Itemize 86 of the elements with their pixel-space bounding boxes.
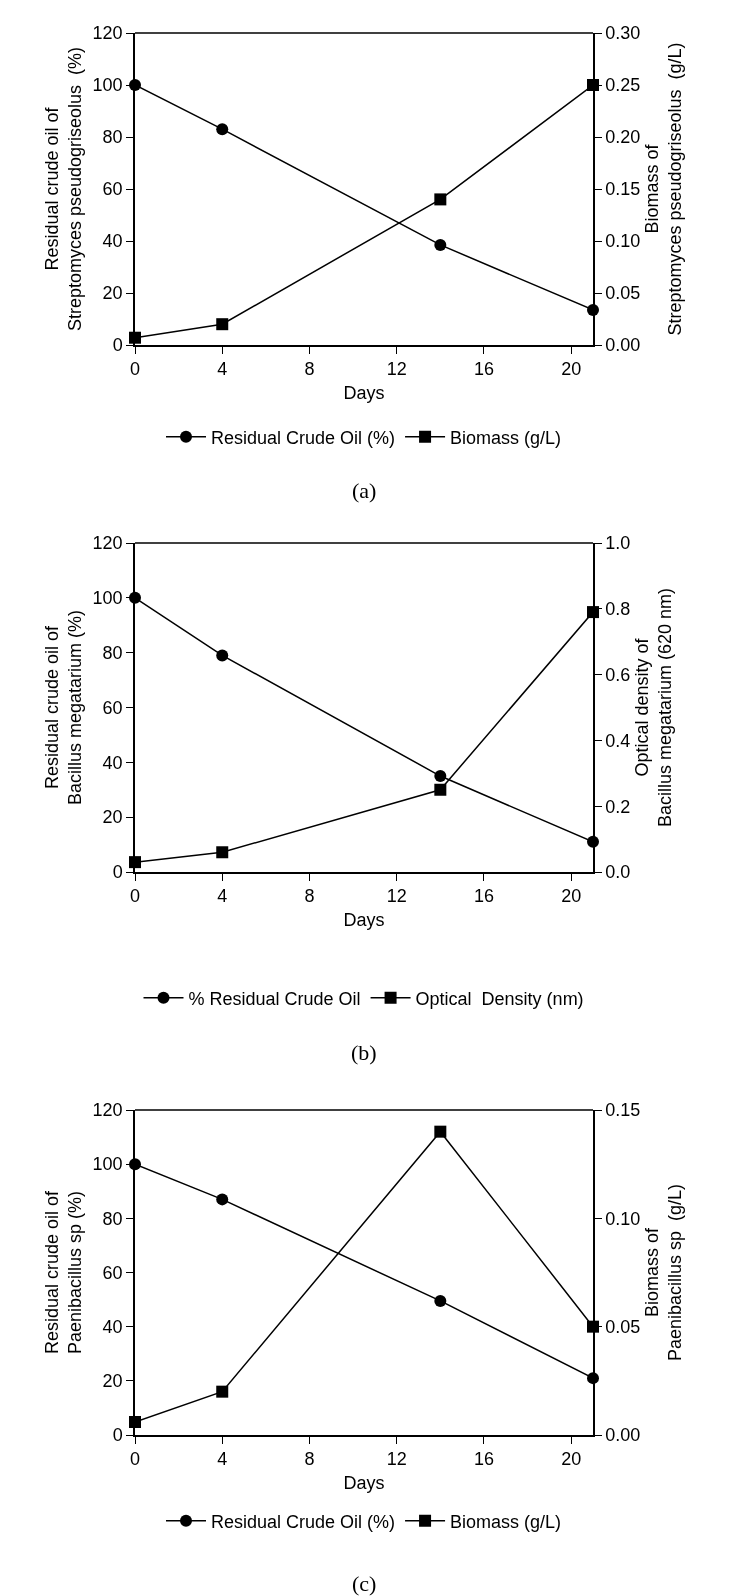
- point: [216, 846, 229, 859]
- y-tick-label: 20: [102, 807, 123, 828]
- x-axis-title: Days: [343, 1472, 385, 1493]
- y2-tick-label: 0.05: [605, 283, 641, 304]
- y2-tick-label: 0.15: [605, 1100, 641, 1121]
- x-axis-title: Days: [343, 382, 385, 403]
- x-tick-label: 12: [386, 1449, 407, 1470]
- point: [434, 1125, 447, 1138]
- y2-axis-title: Optical density of Bacillus megatarium (620 nm): [631, 587, 676, 828]
- x-tick-label: 4: [217, 1449, 228, 1470]
- y2-tick-label: 0.00: [605, 1425, 641, 1446]
- point: [216, 318, 229, 331]
- y-tick-label: 40: [102, 231, 123, 252]
- x-tick-label: 8: [304, 359, 315, 380]
- y-axis-title: Residual crude oil of Paenibacillus sp (%): [41, 1189, 86, 1355]
- legend-label: Residual Crude Oil (%): [211, 427, 396, 448]
- y-tick-label: 0: [112, 335, 123, 356]
- legend-label: Optical Density (nm): [415, 988, 584, 1009]
- legend-label: Biomass (g/L): [450, 1511, 562, 1532]
- x-tick-label: 20: [561, 359, 582, 380]
- y-axis-title: Residual crude oil of Streptomyces pseudogriseolus (%): [41, 46, 86, 332]
- y-tick-label: 20: [102, 1371, 123, 1392]
- y2-tick-label: 0.30: [605, 23, 641, 44]
- y2-tick-label: 0.10: [605, 231, 641, 252]
- x-axis-title: Days: [343, 909, 385, 930]
- x-tick-label: 0: [129, 359, 141, 380]
- y2-tick-label: 0.05: [605, 1316, 641, 1337]
- y-tick-label: 80: [102, 642, 123, 663]
- point: [216, 649, 229, 662]
- y-tick-label: 120: [92, 23, 123, 44]
- point: [434, 193, 447, 206]
- text: (b): [351, 1040, 377, 1065]
- x-tick-label: 4: [217, 886, 228, 907]
- y2-tick-label: 0.2: [605, 796, 631, 817]
- x-tick-label: 20: [561, 886, 582, 907]
- y-tick-label: 40: [102, 752, 123, 773]
- y-tick-label: 60: [102, 697, 123, 718]
- point: [434, 783, 447, 796]
- y2-tick-label: 0.00: [605, 335, 641, 356]
- y2-tick-label: 0.20: [605, 127, 641, 148]
- point: [434, 1294, 447, 1307]
- y-tick-label: 0: [112, 862, 123, 883]
- text: (c): [352, 1571, 377, 1596]
- x-tick-label: 8: [304, 886, 315, 907]
- legend-label: Biomass (g/L): [450, 427, 562, 448]
- x-tick-label: 16: [473, 359, 494, 380]
- x-tick-label: 8: [304, 1449, 315, 1470]
- y-tick-label: 100: [92, 75, 123, 96]
- x-tick-label: 12: [386, 359, 407, 380]
- x-tick-label: 16: [473, 1449, 494, 1470]
- y-tick-label: 120: [92, 533, 123, 554]
- y2-tick-label: 1.0: [605, 533, 631, 554]
- x-tick-label: 20: [561, 1449, 582, 1470]
- y2-tick-label: 0.6: [605, 664, 631, 685]
- y-tick-label: 60: [102, 179, 123, 200]
- x-tick-label: 4: [217, 359, 228, 380]
- y2-tick-label: 0.4: [605, 730, 631, 751]
- point: [434, 770, 447, 783]
- point: [434, 238, 447, 251]
- y-tick-label: 20: [102, 283, 123, 304]
- text: (a): [352, 478, 377, 503]
- y-axis-title: Residual crude oil of Bacillus megatarium (%): [41, 609, 86, 806]
- x-tick-label: 0: [129, 886, 141, 907]
- legend-label: % Residual Crude Oil: [188, 988, 361, 1009]
- y2-tick-label: 0.8: [605, 599, 631, 620]
- x-tick-label: 12: [386, 886, 407, 907]
- x-tick-label: 0: [129, 1449, 141, 1470]
- y2-tick-label: 0.15: [605, 179, 641, 200]
- y-tick-label: 0: [112, 1425, 123, 1446]
- legend-label: Residual Crude Oil (%): [211, 1511, 396, 1532]
- point: [216, 123, 229, 136]
- y-tick-label: 40: [102, 1316, 123, 1337]
- x-tick-label: 16: [473, 886, 494, 907]
- y2-axis-title: Biomass of Streptomyces pseudogriseolus (g/L): [642, 42, 686, 336]
- y2-tick-label: 0.25: [605, 75, 641, 96]
- y2-tick-label: 0.10: [605, 1208, 641, 1229]
- y-tick-label: 80: [102, 127, 123, 148]
- y-tick-label: 120: [92, 1100, 123, 1121]
- y2-axis-title: Biomass of Paenibacillus sp (g/L): [642, 1183, 686, 1362]
- y-tick-label: 100: [92, 1154, 123, 1175]
- point: [216, 1385, 229, 1398]
- y2-tick-label: 0.0: [605, 862, 631, 883]
- point: [216, 1193, 229, 1206]
- y-tick-label: 100: [92, 588, 123, 609]
- y-tick-label: 80: [102, 1208, 123, 1229]
- y-tick-label: 60: [102, 1262, 123, 1283]
